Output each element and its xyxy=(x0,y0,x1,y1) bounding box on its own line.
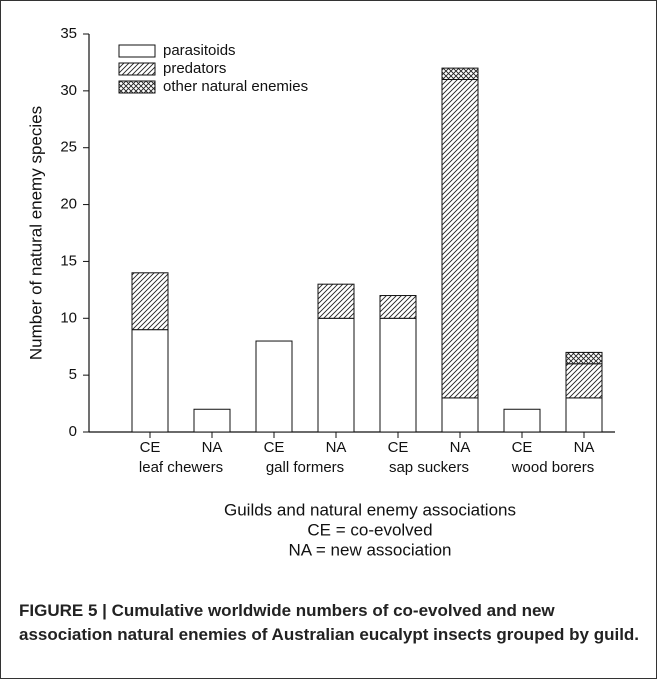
x-axis-label: Guilds and natural enemy associations xyxy=(224,500,516,519)
bar-segment xyxy=(131,329,169,433)
x-tick-label: NA xyxy=(202,439,223,456)
group-label: leaf chewers xyxy=(139,459,223,476)
group-label: wood borers xyxy=(511,459,595,476)
bar-segment xyxy=(565,397,603,433)
bar-segment xyxy=(565,351,603,365)
group-label: gall formers xyxy=(266,459,344,476)
figure-caption: FIGURE 5 | Cumulative worldwide numbers … xyxy=(19,601,640,644)
bar-segment xyxy=(565,363,603,399)
x-tick-label: NA xyxy=(326,439,347,456)
y-axis-label: Number of natural enemy species xyxy=(26,106,45,360)
legend-label: predators xyxy=(163,60,226,77)
x-tick-label: CE xyxy=(388,439,409,456)
bar-segment xyxy=(441,78,479,399)
x-tick-label: CE xyxy=(140,439,161,456)
x-tick-label: CE xyxy=(264,439,285,456)
x-tick-label: NA xyxy=(574,439,595,456)
x-tick-label: NA xyxy=(450,439,471,456)
x-axis-label: CE = co-evolved xyxy=(307,520,432,539)
legend-label: parasitoids xyxy=(163,42,236,59)
bar-segment xyxy=(317,317,355,433)
y-tick-label: 5 xyxy=(69,366,77,383)
chart: Number of natural enemy species Guilds a… xyxy=(26,25,615,559)
legend-swatch xyxy=(118,62,156,76)
bar-segment xyxy=(379,295,417,319)
legend-swatch xyxy=(118,80,156,94)
y-tick-label: 20 xyxy=(60,196,77,213)
legend-label: other natural enemies xyxy=(163,78,308,95)
x-tick-label: CE xyxy=(512,439,533,456)
bar-segment xyxy=(131,272,169,331)
bar-segment xyxy=(503,408,541,433)
bar-segment xyxy=(255,340,293,433)
y-tick-label: 25 xyxy=(60,139,77,156)
bar-segment xyxy=(441,67,479,80)
x-axis-label: NA = new association xyxy=(288,540,451,559)
bar-segment xyxy=(193,408,231,433)
legend-swatch xyxy=(118,44,156,58)
bar-segment xyxy=(379,317,417,433)
y-tick-label: 35 xyxy=(60,25,77,42)
bar-segment xyxy=(441,397,479,433)
y-tick-label: 10 xyxy=(60,309,77,326)
group-label: sap suckers xyxy=(389,459,469,476)
bar-segment xyxy=(317,283,355,319)
y-tick-label: 15 xyxy=(60,252,77,269)
y-tick-label: 30 xyxy=(60,82,77,99)
y-tick-label: 0 xyxy=(69,423,77,440)
